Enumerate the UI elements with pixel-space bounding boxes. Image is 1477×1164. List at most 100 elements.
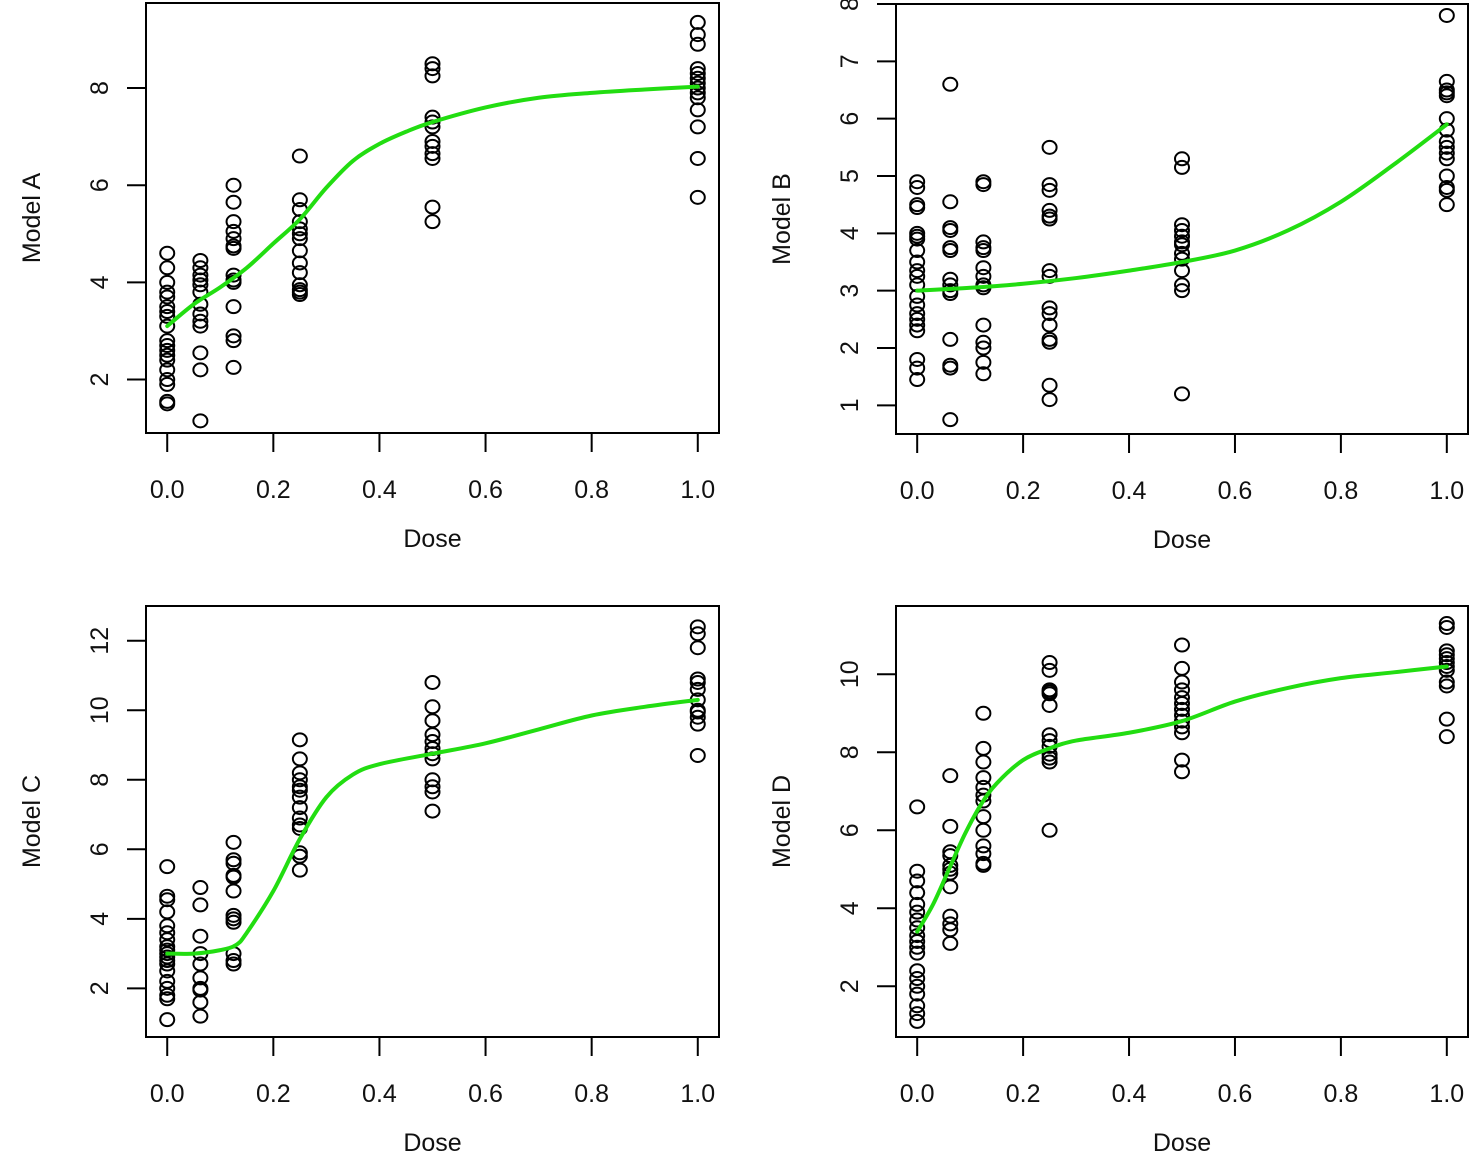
data-point	[689, 61, 706, 77]
data-point	[192, 928, 209, 944]
data-point	[942, 412, 959, 428]
y-tick-label: 4	[836, 901, 864, 915]
data-point	[159, 338, 176, 354]
data-point	[909, 179, 926, 195]
data-point	[975, 793, 992, 809]
data-point	[291, 148, 308, 164]
data-point	[159, 396, 176, 412]
y-tick-label: 2	[86, 373, 114, 387]
data-point	[975, 838, 992, 854]
data-point	[909, 323, 926, 339]
data-point	[159, 289, 176, 305]
data-point	[1174, 696, 1190, 712]
data-point	[909, 263, 926, 279]
data-point	[1438, 616, 1455, 632]
data-point	[909, 243, 926, 259]
data-point	[291, 277, 308, 293]
data-point	[1174, 764, 1190, 780]
data-point	[159, 376, 176, 392]
data-point	[1041, 306, 1058, 322]
data-point	[159, 1012, 176, 1028]
data-point	[159, 372, 176, 388]
data-point	[192, 277, 209, 293]
data-point	[942, 271, 959, 287]
data-point	[942, 76, 959, 92]
data-point	[1438, 662, 1455, 678]
data-point	[192, 880, 209, 896]
data-point	[909, 799, 926, 815]
data-point	[159, 333, 176, 349]
data-point	[291, 287, 308, 303]
data-point	[909, 268, 926, 284]
scatter-points	[909, 7, 1455, 428]
data-point	[1438, 643, 1455, 659]
data-point	[689, 75, 706, 91]
y-axis-label: Model C	[18, 775, 46, 868]
data-point	[159, 245, 176, 261]
data-point	[424, 214, 441, 230]
y-axis-label: Model D	[768, 775, 796, 868]
x-tick-label: 0.8	[1324, 477, 1359, 505]
data-point	[1438, 674, 1455, 690]
data-point	[1041, 334, 1058, 350]
data-point	[1041, 754, 1058, 770]
x-axis-label: Dose	[403, 1129, 461, 1157]
x-tick-label: 0.0	[900, 477, 935, 505]
fitted-curve-line	[165, 84, 700, 329]
data-point	[975, 234, 992, 250]
x-tick-label: 0.6	[1218, 477, 1253, 505]
data-point	[424, 699, 441, 715]
y-tick-label: 12	[86, 627, 114, 655]
data-point	[159, 980, 176, 996]
data-point	[975, 846, 992, 862]
data-point	[909, 254, 926, 270]
data-point	[909, 939, 926, 955]
data-point	[909, 863, 926, 879]
data-point	[689, 102, 706, 118]
panel-model-a: 0.0 0.2 0.4 0.6 0.8 1.0 Dose 2 4 6 8 Model A	[18, 2, 720, 553]
data-point	[424, 68, 441, 84]
data-point	[975, 317, 992, 333]
data-point	[1438, 729, 1455, 745]
data-point	[291, 800, 308, 816]
x-tick-label: 0.0	[900, 1080, 935, 1108]
y-tick-label: 6	[86, 842, 114, 856]
data-point	[159, 956, 176, 972]
data-point	[192, 345, 209, 361]
y-tick-label: 6	[836, 823, 864, 837]
data-point	[291, 265, 308, 281]
y-tick-label: 4	[86, 912, 114, 926]
data-point	[291, 732, 308, 748]
y-tick-label: 2	[836, 341, 864, 355]
x-tick-label: 0.4	[1112, 1080, 1147, 1108]
data-point	[1041, 182, 1058, 198]
data-point	[1438, 711, 1455, 727]
data-point	[291, 782, 308, 798]
y-tick-label: 4	[836, 226, 864, 240]
data-point	[942, 360, 959, 376]
data-point	[909, 978, 926, 994]
data-point	[1174, 386, 1190, 402]
data-point	[909, 873, 926, 889]
scatter-points	[909, 616, 1455, 1029]
x-tick-label: 0.2	[256, 1080, 291, 1108]
data-point	[909, 885, 926, 901]
data-point	[909, 1013, 926, 1029]
panel-model-b: 0.0 0.2 0.4 0.6 0.8 1.0 Dose 1 2 3 4 5 6 7 8 Model B	[768, 0, 1469, 554]
data-point	[1174, 245, 1190, 261]
data-point	[1174, 237, 1190, 253]
data-point	[225, 214, 242, 230]
fitted-curve-line	[915, 664, 1449, 934]
plot-frame	[145, 605, 720, 1038]
data-point	[1041, 392, 1058, 408]
plot-frame	[895, 3, 1469, 435]
data-point	[1041, 655, 1058, 671]
data-point	[291, 772, 308, 788]
data-point	[159, 859, 176, 875]
data-point	[424, 146, 441, 162]
data-point	[159, 260, 176, 276]
data-point	[1174, 277, 1190, 293]
data-point	[225, 914, 242, 930]
panel-model-d: 0.0 0.2 0.4 0.6 0.8 1.0 Dose 2 4 6 8 10 Model D	[768, 605, 1469, 1157]
